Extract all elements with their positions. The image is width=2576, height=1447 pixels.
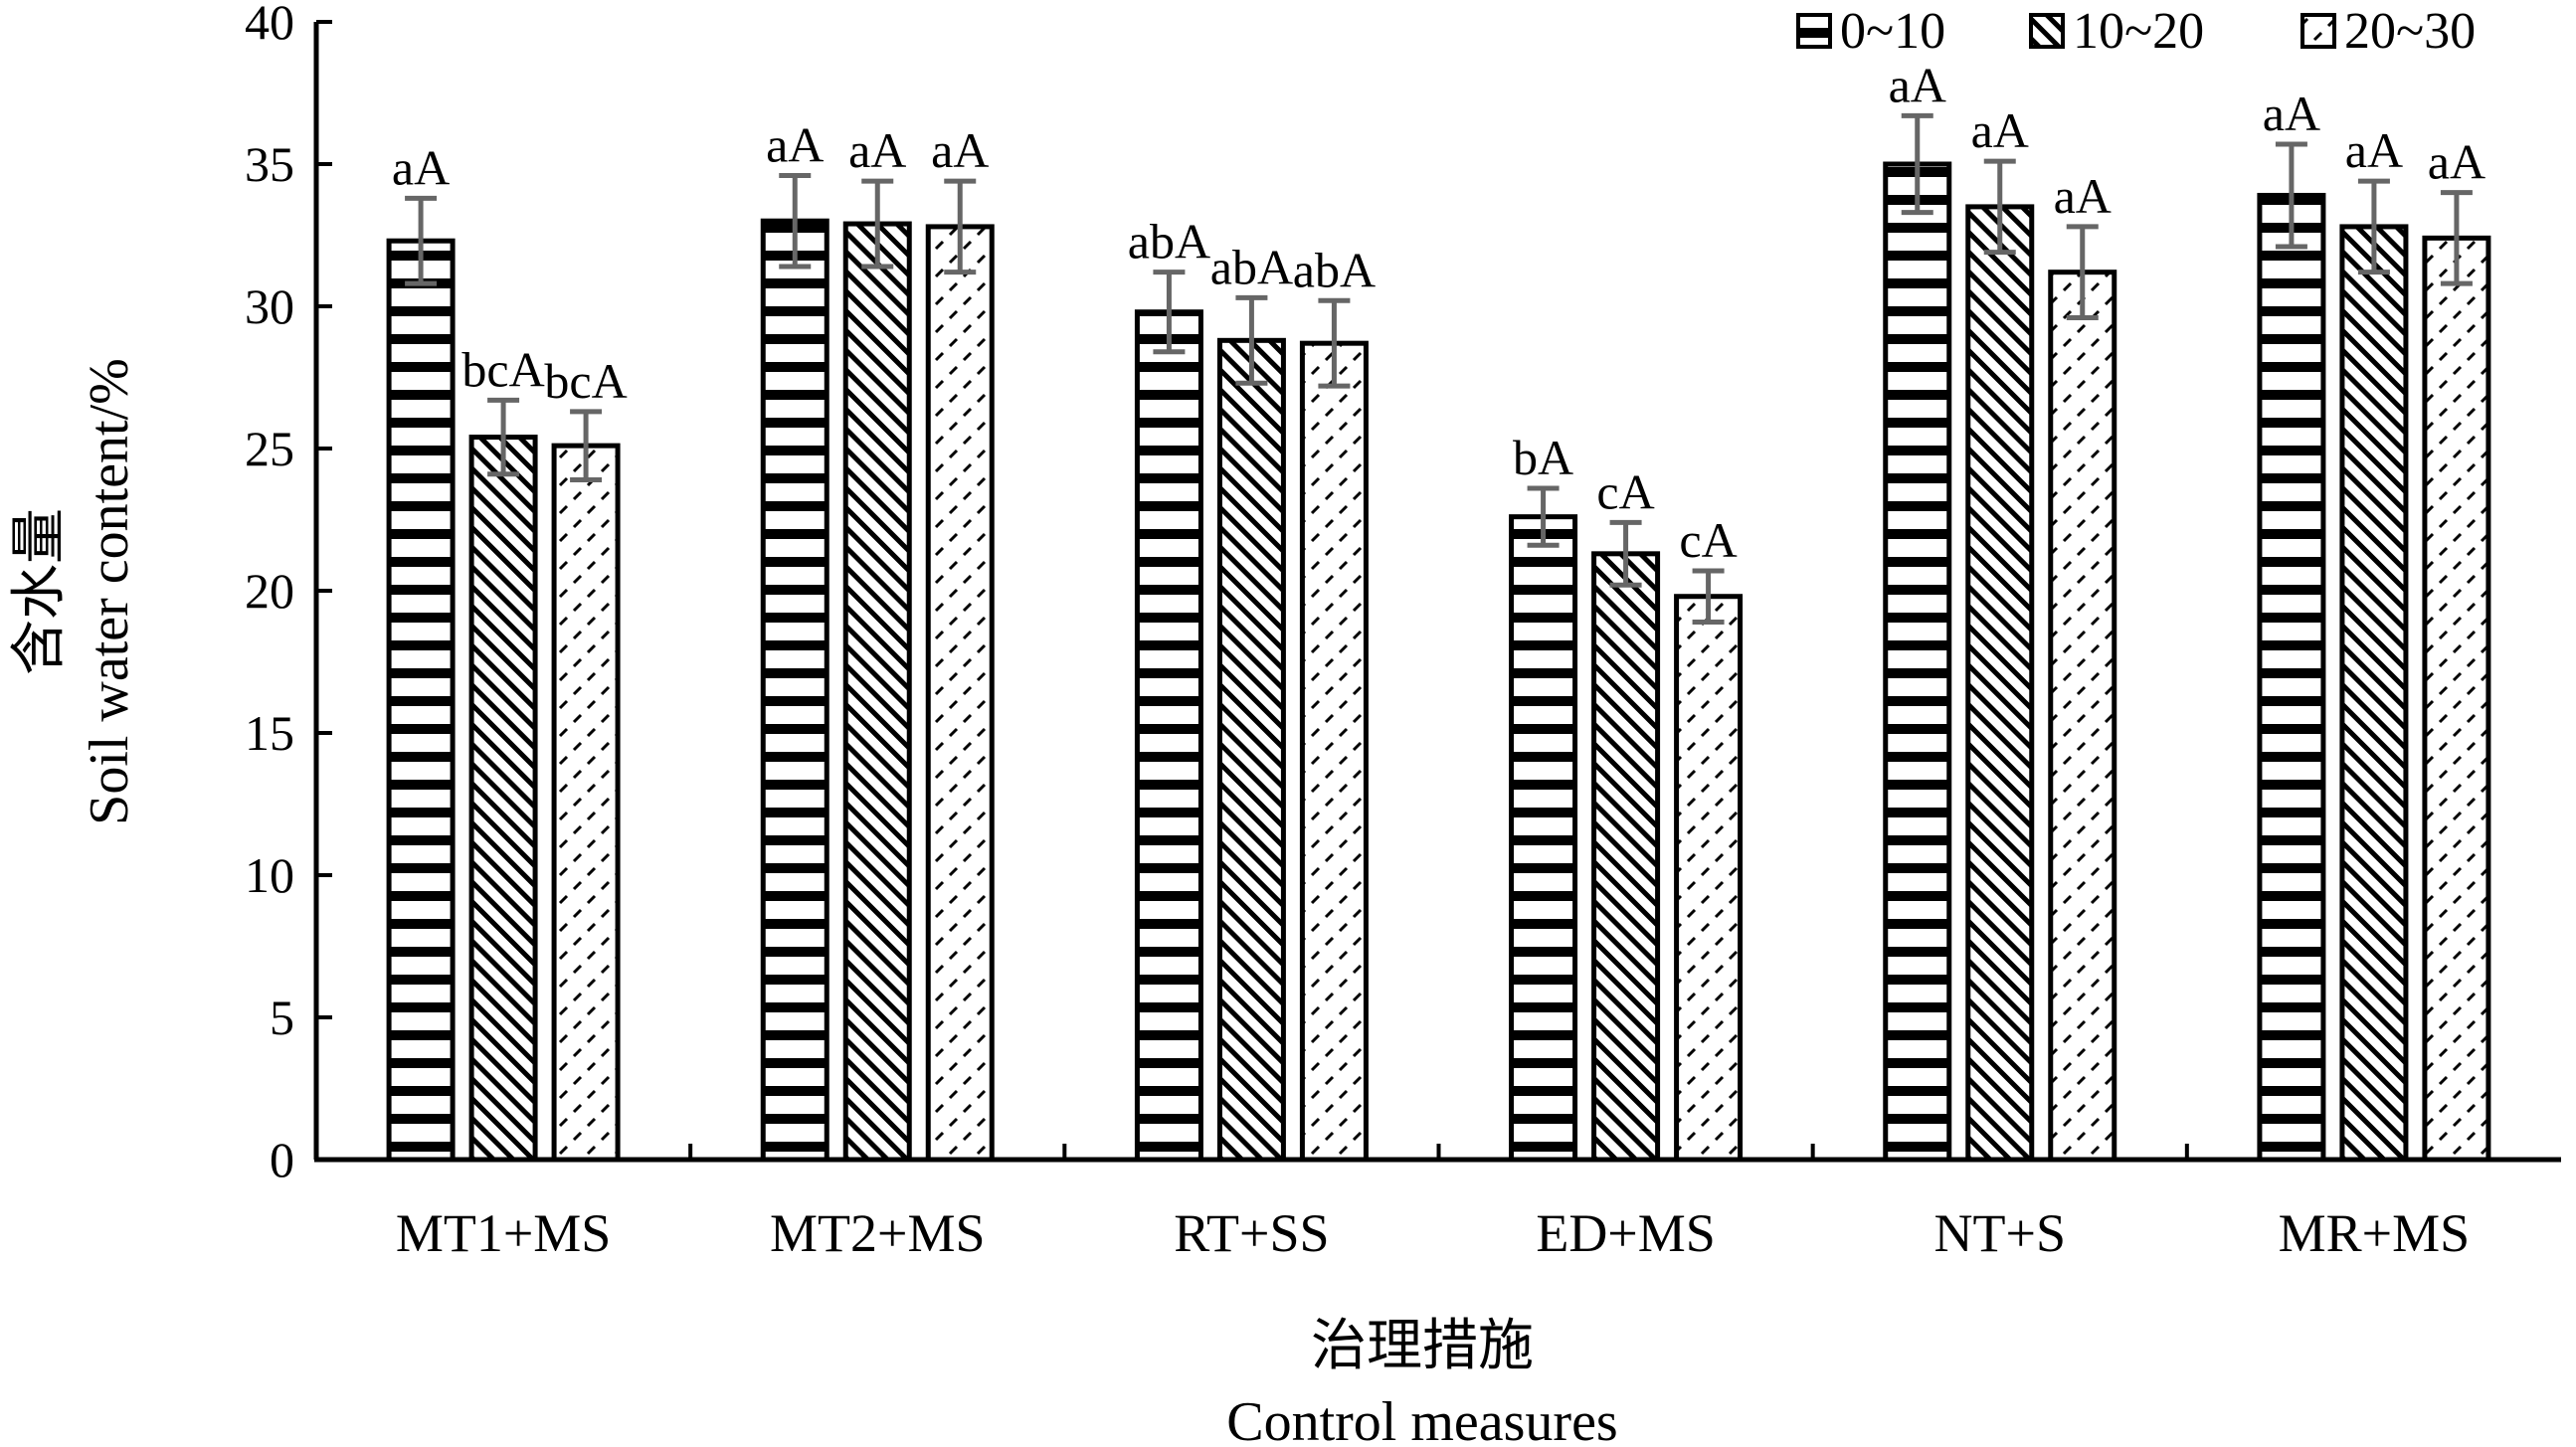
error-bars-layer bbox=[405, 112, 2473, 625]
significance-label: aA bbox=[1889, 57, 1946, 112]
legend: 0~10 10~20 20~30 bbox=[1796, 3, 2476, 60]
significance-label: aA bbox=[392, 139, 450, 195]
category-label: MT1+MS bbox=[396, 1203, 612, 1263]
y-tick-label: 5 bbox=[270, 990, 294, 1045]
significance-label: abA bbox=[1293, 242, 1376, 297]
legend-label: 10~20 bbox=[2073, 3, 2204, 60]
significance-label: aA bbox=[2345, 122, 2403, 178]
y-tick-label: 10 bbox=[245, 847, 294, 903]
bar bbox=[1965, 204, 2035, 1163]
bar bbox=[2048, 270, 2117, 1163]
x-axis-title-en: Control measures bbox=[1226, 1391, 1617, 1447]
significance-label: cA bbox=[1679, 512, 1737, 568]
y-tick-label: 30 bbox=[245, 278, 294, 334]
y-tick-label: 20 bbox=[245, 563, 294, 619]
legend-swatch bbox=[2029, 13, 2065, 49]
y-ticks: 0 5 10 15 20 25 30 35 40 bbox=[245, 0, 332, 1187]
significance-label: abA bbox=[1210, 239, 1293, 294]
bar bbox=[1674, 594, 1744, 1163]
legend-swatch bbox=[2300, 13, 2336, 49]
bar bbox=[1509, 514, 1578, 1163]
bars-layer bbox=[386, 161, 2491, 1163]
bar bbox=[2422, 235, 2491, 1163]
legend-swatch bbox=[1796, 13, 1832, 49]
bar bbox=[468, 435, 538, 1163]
x-axis-title-cn: 治理措施 bbox=[1311, 1316, 1534, 1377]
bar bbox=[760, 218, 829, 1163]
bar bbox=[2339, 224, 2409, 1163]
significance-label: bA bbox=[1513, 430, 1573, 485]
legend-label: 20~30 bbox=[2344, 3, 2476, 60]
significance-label: cA bbox=[1596, 463, 1654, 519]
bar bbox=[925, 224, 995, 1163]
category-label: MT2+MS bbox=[770, 1203, 986, 1263]
y-tick-label: 35 bbox=[245, 136, 294, 192]
bar bbox=[1216, 337, 1286, 1163]
significance-label: aA bbox=[931, 122, 989, 178]
significance-label: aA bbox=[766, 116, 824, 172]
significance-label: bcA bbox=[544, 353, 627, 409]
y-tick-label: 40 bbox=[245, 0, 294, 50]
bar bbox=[1591, 551, 1661, 1163]
bar bbox=[1299, 340, 1369, 1163]
bar bbox=[2257, 192, 2326, 1163]
significance-label: aA bbox=[2263, 86, 2320, 141]
axes bbox=[313, 22, 2561, 1163]
y-axis-title-en: Soil water content/% bbox=[79, 358, 140, 825]
y-tick-label: 15 bbox=[245, 705, 294, 761]
legend-label: 0~10 bbox=[1840, 3, 1945, 60]
significance-label: abA bbox=[1128, 214, 1210, 270]
bar bbox=[551, 443, 621, 1163]
y-tick-label: 0 bbox=[270, 1132, 294, 1187]
category-label: ED+MS bbox=[1536, 1203, 1715, 1263]
category-labels: MT1+MS MT2+MS RT+SS ED+MS NT+S MR+MS bbox=[396, 1203, 2470, 1263]
x-ticks bbox=[688, 1144, 2189, 1160]
significance-label: aA bbox=[848, 122, 906, 178]
category-label: MR+MS bbox=[2279, 1203, 2471, 1263]
y-tick-label: 25 bbox=[245, 421, 294, 476]
category-label: RT+SS bbox=[1174, 1203, 1329, 1263]
category-label: NT+S bbox=[1934, 1203, 2066, 1263]
bar bbox=[386, 238, 456, 1163]
significance-label: bcA bbox=[461, 341, 544, 397]
bar bbox=[1134, 309, 1203, 1163]
significance-label: aA bbox=[2054, 168, 2112, 224]
bar bbox=[842, 221, 912, 1163]
significance-label: aA bbox=[2428, 134, 2485, 190]
bar bbox=[1883, 161, 1952, 1163]
y-axis-title-cn: 含水量 bbox=[9, 508, 71, 675]
significance-label: aA bbox=[1971, 102, 2029, 158]
